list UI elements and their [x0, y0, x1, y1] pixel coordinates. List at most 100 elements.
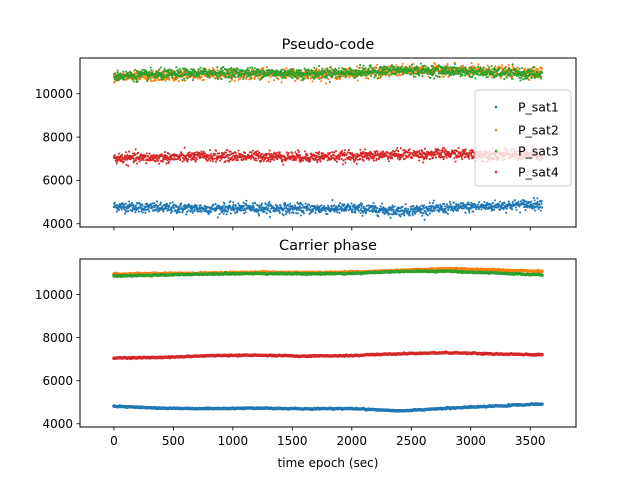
data-point: [534, 76, 537, 79]
data-point: [253, 67, 256, 70]
data-point: [396, 208, 399, 211]
data-point: [214, 160, 217, 163]
data-point: [120, 153, 123, 156]
data-point: [131, 154, 134, 158]
data-point: [195, 204, 198, 207]
data-point: [276, 158, 279, 161]
data-point: [276, 151, 279, 154]
data-point: [329, 66, 332, 69]
data-point: [346, 206, 349, 209]
data-point: [247, 69, 250, 72]
data-point: [396, 74, 399, 77]
data-point: [540, 202, 543, 205]
data-point: [239, 153, 242, 156]
data-point: [237, 202, 240, 205]
data-point: [422, 212, 425, 215]
data-point: [144, 205, 148, 208]
data-point: [222, 65, 225, 69]
data-point: [255, 159, 258, 162]
data-point: [401, 205, 404, 208]
data-point: [198, 75, 201, 78]
data-point: [306, 154, 309, 157]
data-point: [327, 73, 330, 76]
data-point: [401, 62, 404, 65]
data-point: [365, 205, 368, 208]
data-point: [251, 209, 254, 212]
data-point: [303, 150, 306, 153]
data-point: [281, 160, 284, 163]
data-point: [224, 160, 227, 163]
data-point: [183, 158, 186, 162]
data-point: [223, 73, 226, 76]
data-point: [324, 210, 327, 213]
data-point: [360, 204, 363, 207]
data-point: [167, 160, 170, 163]
data-point: [320, 210, 323, 213]
data-point: [429, 76, 432, 79]
data-point: [289, 202, 292, 205]
data-point: [412, 205, 415, 208]
data-point: [257, 214, 261, 217]
data-point: [428, 201, 431, 204]
data-point: [504, 66, 507, 69]
data-point: [159, 203, 162, 206]
data-point: [303, 77, 306, 80]
data-point: [134, 204, 137, 207]
data-point: [452, 209, 455, 213]
data-point: [181, 160, 184, 163]
data-point: [212, 203, 215, 206]
data-point: [384, 68, 388, 71]
data-point: [351, 208, 354, 211]
data-point: [541, 206, 544, 209]
data-point: [477, 65, 480, 68]
data-point: [392, 208, 395, 212]
data-point: [356, 65, 359, 68]
data-point: [243, 151, 247, 154]
data-point: [521, 75, 524, 78]
data-point: [251, 202, 254, 205]
data-point: [338, 77, 341, 80]
data-point: [339, 201, 342, 205]
data-point: [450, 74, 453, 77]
data-point: [230, 66, 233, 69]
data-point: [431, 202, 435, 205]
data-point: [409, 73, 413, 76]
data-point: [224, 151, 228, 154]
data-point: [230, 78, 233, 81]
data-point: [301, 159, 305, 162]
data-point: [278, 211, 281, 214]
data-point: [510, 68, 513, 72]
data-point: [532, 66, 535, 69]
data-point: [300, 203, 303, 206]
data-point: [184, 79, 187, 82]
data-point: [202, 78, 206, 81]
data-point: [499, 207, 502, 211]
data-point: [268, 204, 271, 207]
data-point: [353, 203, 356, 206]
data-point: [237, 78, 240, 81]
data-point: [511, 208, 514, 211]
data-point: [418, 205, 421, 208]
data-point: [314, 71, 317, 74]
data-point: [140, 210, 143, 213]
data-point: [297, 77, 300, 80]
data-point: [165, 73, 168, 76]
data-point: [379, 205, 382, 208]
data-point: [329, 69, 332, 72]
data-point: [532, 69, 535, 72]
data-point: [215, 74, 218, 77]
data-point: [318, 77, 321, 80]
data-point: [233, 73, 236, 76]
data-point: [300, 79, 303, 82]
data-point: [216, 216, 220, 219]
data-point: [285, 211, 289, 214]
data-point: [423, 218, 426, 221]
data-point: [457, 203, 460, 206]
data-point: [186, 77, 189, 80]
data-point: [291, 152, 294, 155]
data-point: [256, 204, 259, 207]
data-point: [193, 156, 196, 159]
data-point: [367, 67, 370, 70]
data-point: [462, 202, 465, 205]
data-point: [497, 204, 501, 207]
